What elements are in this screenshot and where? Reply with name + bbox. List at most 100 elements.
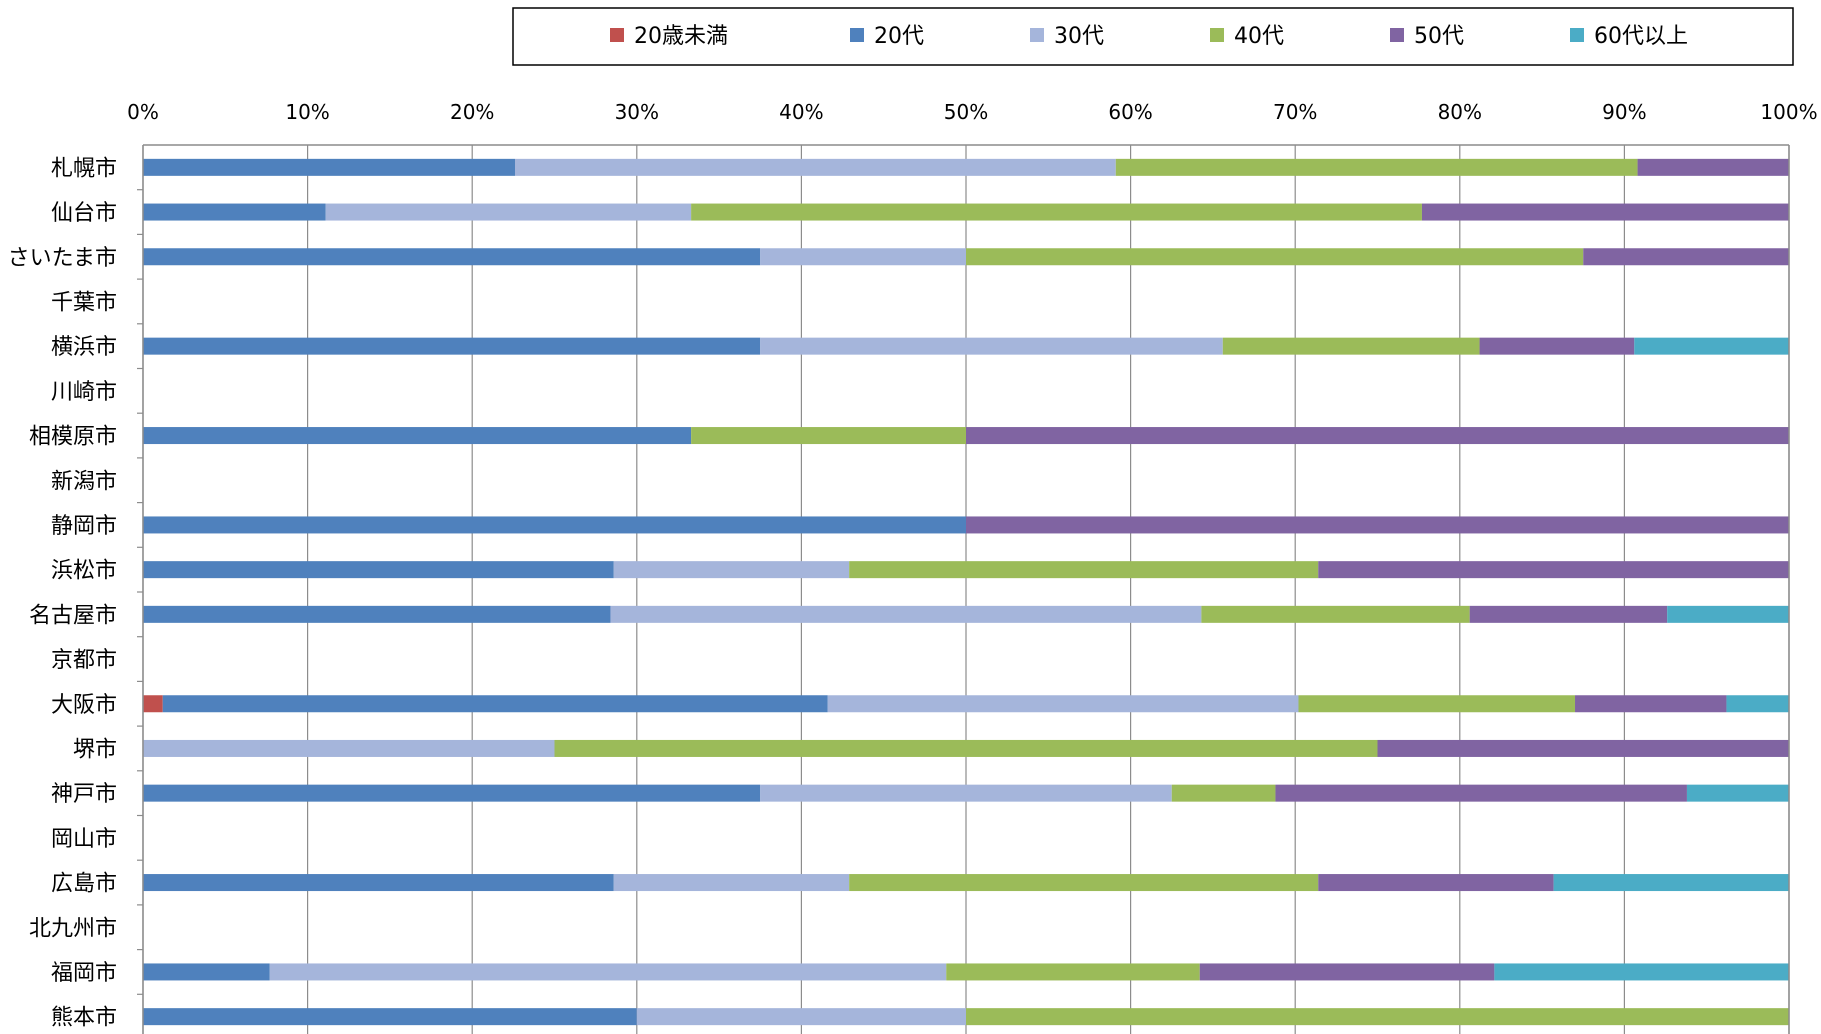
category-label: 神戸市 — [51, 782, 117, 807]
bar-segment-series-1 — [143, 605, 611, 623]
bar-row — [143, 1008, 1789, 1026]
category-label: 大阪市 — [51, 693, 117, 718]
bar-segment-series-4 — [966, 516, 1789, 534]
x-tick-label: 0% — [127, 100, 159, 124]
legend-label: 20代 — [874, 24, 924, 49]
bar-segment-series-4 — [1318, 561, 1789, 579]
bar-row — [143, 739, 1789, 757]
bar-segment-series-2 — [514, 158, 1116, 176]
x-tick-label: 80% — [1438, 100, 1482, 124]
bar-segment-series-3 — [849, 874, 1319, 892]
legend-label: 20歳未満 — [634, 24, 728, 49]
x-tick-label: 40% — [779, 100, 823, 124]
bar-row — [143, 203, 1789, 221]
legend-swatch — [1030, 28, 1044, 42]
bar-segment-series-2 — [610, 605, 1202, 623]
bar-segment-series-1 — [143, 784, 761, 802]
bar-segment-series-2 — [636, 1008, 966, 1026]
legend-swatch — [1210, 28, 1224, 42]
category-label: 相模原市 — [29, 425, 117, 450]
category-label: 堺市 — [73, 737, 117, 762]
bar-segment-series-2 — [613, 874, 850, 892]
legend-item: 50代 — [1390, 24, 1464, 49]
category-label: 岡山市 — [51, 827, 117, 852]
bar-segment-series-4 — [1575, 695, 1727, 713]
bar-segment-series-3 — [1222, 337, 1480, 355]
legend-swatch — [610, 28, 624, 42]
legend-item: 40代 — [1210, 24, 1284, 49]
legend-item: 20代 — [850, 24, 924, 49]
bar-segment-series-2 — [760, 337, 1223, 355]
bar-segment-series-4 — [1318, 874, 1554, 892]
bar-segment-series-3 — [966, 1008, 1789, 1026]
bar-row — [143, 337, 1789, 355]
legend-label: 60代以上 — [1594, 24, 1688, 49]
bar-row — [143, 695, 1789, 713]
bar-segment-series-4 — [1275, 784, 1687, 802]
bar-segment-series-4 — [1469, 605, 1668, 623]
bar-segment-series-4 — [1199, 963, 1495, 981]
legend-swatch — [1570, 28, 1584, 42]
bar-segment-series-5 — [1686, 784, 1789, 802]
bar-segment-series-0 — [143, 695, 163, 713]
bar-segment-series-2 — [760, 248, 966, 266]
bar-row — [143, 248, 1789, 266]
category-label: 仙台市 — [51, 201, 117, 226]
bar-segment-series-4 — [1421, 203, 1789, 221]
bar-segment-series-1 — [143, 203, 326, 221]
bar-segment-series-3 — [691, 203, 1422, 221]
bar-row — [143, 427, 1789, 445]
bar-segment-series-4 — [1377, 739, 1789, 757]
bar-segment-series-2 — [827, 695, 1299, 713]
category-label: 川崎市 — [51, 380, 117, 405]
bar-segment-series-3 — [946, 963, 1200, 981]
category-label: 新潟市 — [51, 469, 117, 494]
category-label: さいたま市 — [8, 246, 117, 271]
category-label: 広島市 — [51, 872, 117, 897]
x-tick-label: 50% — [944, 100, 988, 124]
bar-segment-series-4 — [966, 427, 1789, 445]
bar-segment-series-3 — [1298, 695, 1576, 713]
x-tick-label: 90% — [1602, 100, 1646, 124]
bar-segment-series-1 — [143, 337, 761, 355]
bar-segment-series-5 — [1494, 963, 1789, 981]
category-label: 千葉市 — [51, 290, 117, 315]
legend-swatch — [1390, 28, 1404, 42]
bar-row — [143, 784, 1789, 802]
legend-item: 60代以上 — [1570, 24, 1688, 49]
legend-swatch — [850, 28, 864, 42]
category-label: 京都市 — [51, 648, 117, 673]
bar-segment-series-5 — [1553, 874, 1789, 892]
x-tick-label: 60% — [1108, 100, 1152, 124]
category-label: 浜松市 — [51, 559, 117, 584]
bar-segment-series-4 — [1479, 337, 1635, 355]
legend-item: 30代 — [1030, 24, 1104, 49]
bar-segment-series-1 — [143, 248, 761, 266]
category-label: 横浜市 — [51, 335, 117, 360]
bar-segment-series-4 — [1637, 158, 1789, 176]
y-axis-category-labels: 札幌市仙台市さいたま市千葉市横浜市川崎市相模原市新潟市静岡市浜松市名古屋市京都市… — [8, 156, 117, 1030]
category-label: 静岡市 — [51, 514, 117, 539]
bar-segment-series-2 — [143, 739, 555, 757]
bar-segment-series-1 — [143, 561, 614, 579]
bar-segment-series-1 — [143, 963, 270, 981]
bar-segment-series-1 — [143, 158, 515, 176]
x-tick-label: 20% — [450, 100, 494, 124]
bar-segment-series-1 — [143, 1008, 637, 1026]
legend-label: 50代 — [1414, 24, 1464, 49]
x-tick-label: 10% — [285, 100, 329, 124]
bar-row — [143, 561, 1789, 579]
bar-segment-series-3 — [1201, 605, 1470, 623]
bar-row — [143, 874, 1789, 892]
bar-segment-series-1 — [143, 427, 692, 445]
bar-segment-series-2 — [613, 561, 850, 579]
category-label: 福岡市 — [51, 961, 117, 986]
bar-segment-series-1 — [162, 695, 828, 713]
x-tick-label: 30% — [615, 100, 659, 124]
bar-segment-series-2 — [269, 963, 947, 981]
legend-label: 40代 — [1234, 24, 1284, 49]
bar-segment-series-5 — [1634, 337, 1789, 355]
bar-segment-series-3 — [554, 739, 1378, 757]
bar-row — [143, 516, 1789, 534]
